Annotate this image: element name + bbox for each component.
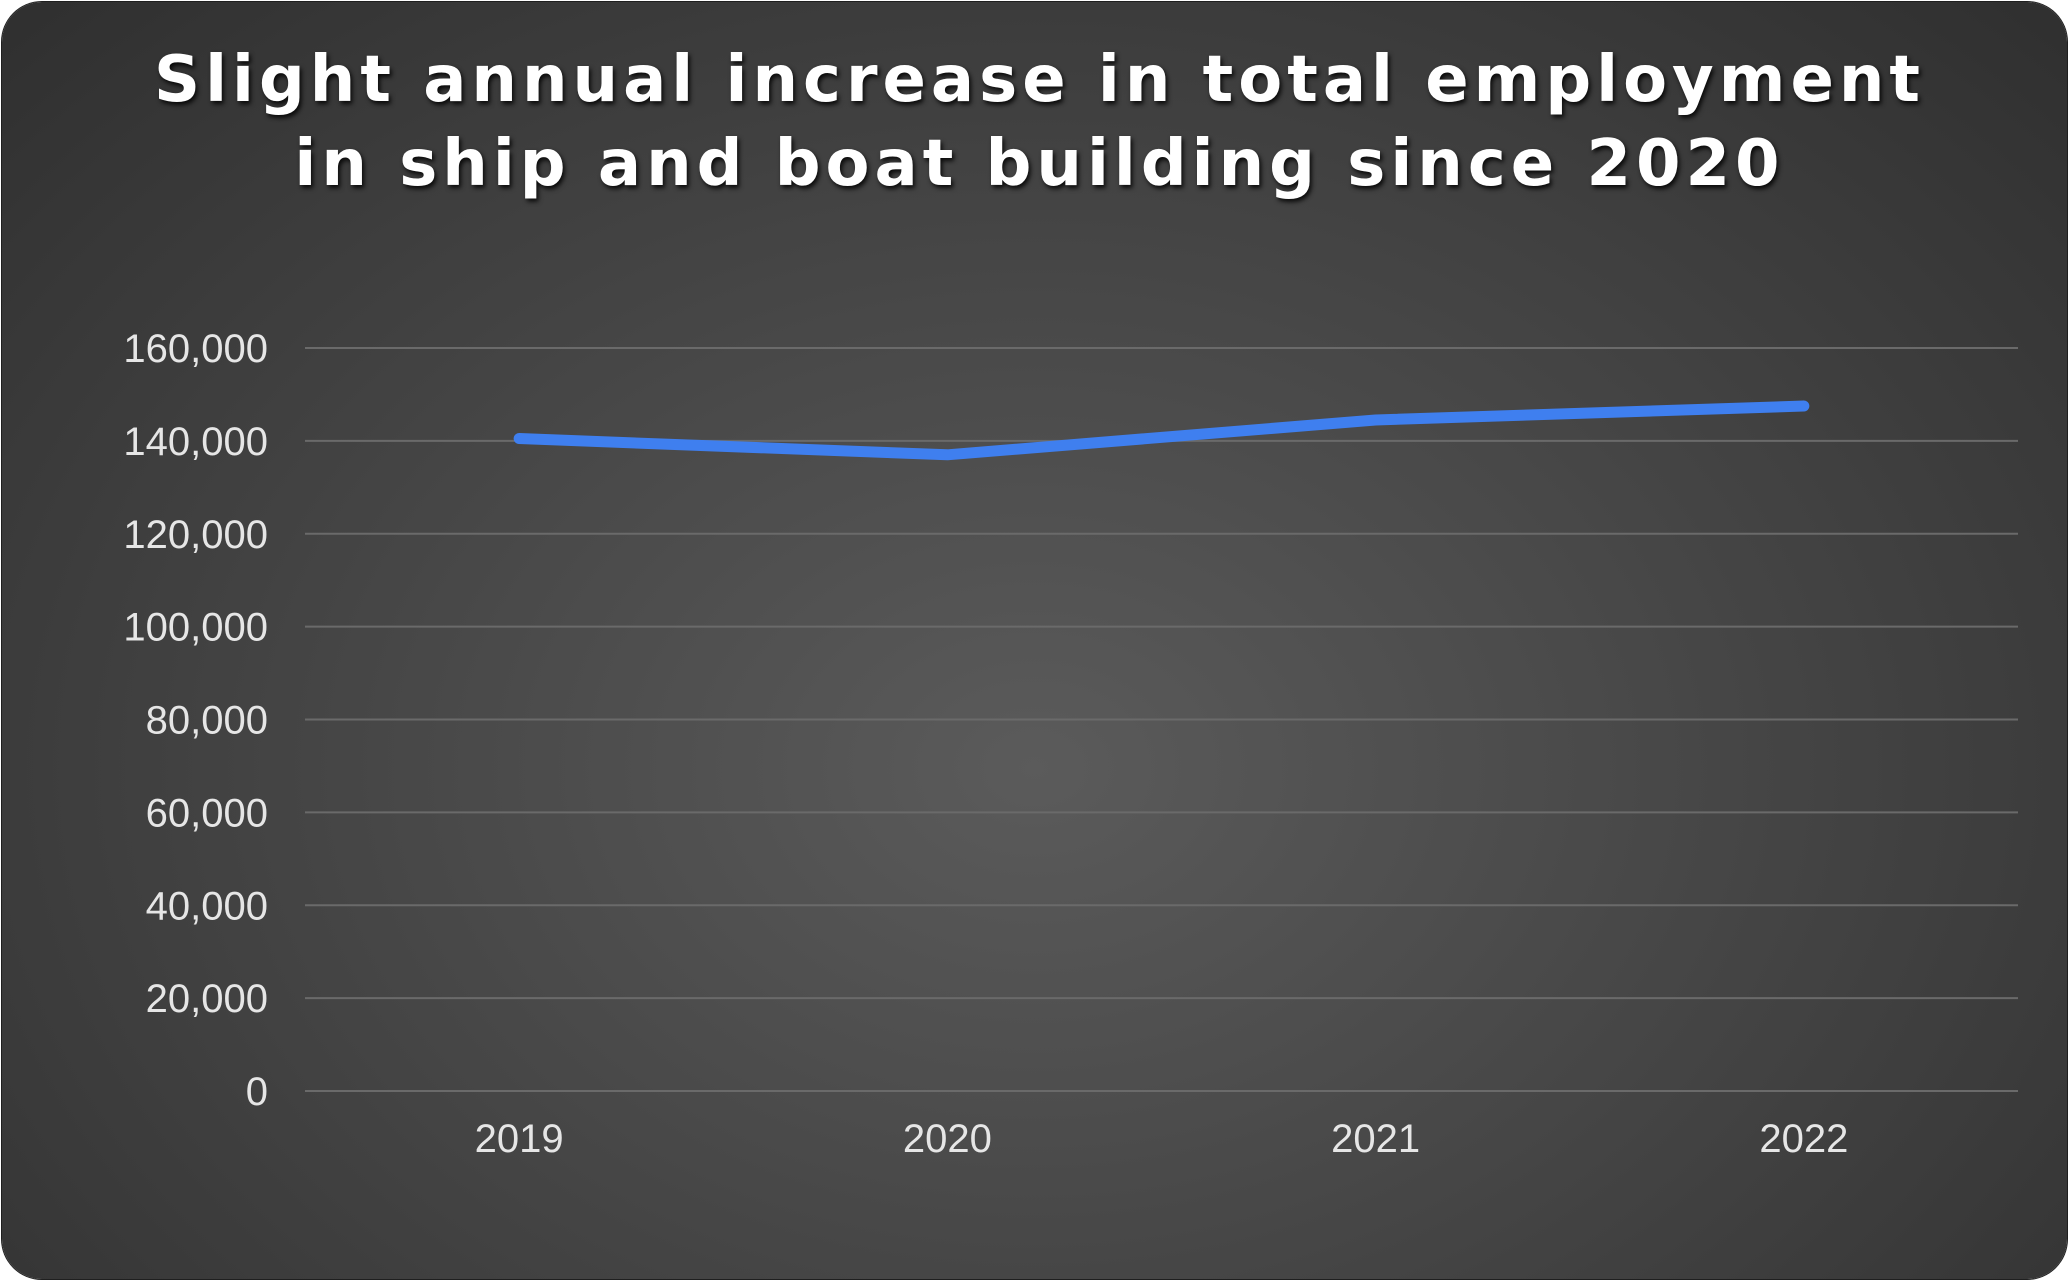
y-tick-label: 80,000 bbox=[146, 699, 268, 743]
gridlines bbox=[305, 347, 2018, 1092]
x-axis-tick-labels: 2019 2020 2021 2022 bbox=[475, 1117, 1849, 1161]
series-line bbox=[513, 400, 1810, 461]
y-tick-label: 60,000 bbox=[146, 791, 268, 835]
y-axis-tick-labels: 0 20,000 40,000 60,000 80,000 100,000 120,000 1… bbox=[123, 327, 268, 1114]
y-tick-label: 160,000 bbox=[123, 327, 268, 371]
y-tick-label: 40,000 bbox=[146, 884, 268, 928]
x-tick-label: 2020 bbox=[903, 1117, 992, 1161]
x-tick-label: 2022 bbox=[1759, 1117, 1848, 1161]
x-tick-label: 2019 bbox=[475, 1117, 564, 1161]
y-tick-label: 100,000 bbox=[123, 606, 268, 650]
y-tick-label: 0 bbox=[246, 1070, 268, 1114]
x-tick-label: 2021 bbox=[1331, 1117, 1420, 1161]
series-layer bbox=[513, 400, 1810, 461]
y-tick-label: 20,000 bbox=[146, 977, 268, 1021]
y-tick-label: 140,000 bbox=[123, 420, 268, 464]
chart-title: Slight annual increase in total employme… bbox=[154, 43, 1925, 201]
y-tick-label: 120,000 bbox=[123, 513, 268, 557]
